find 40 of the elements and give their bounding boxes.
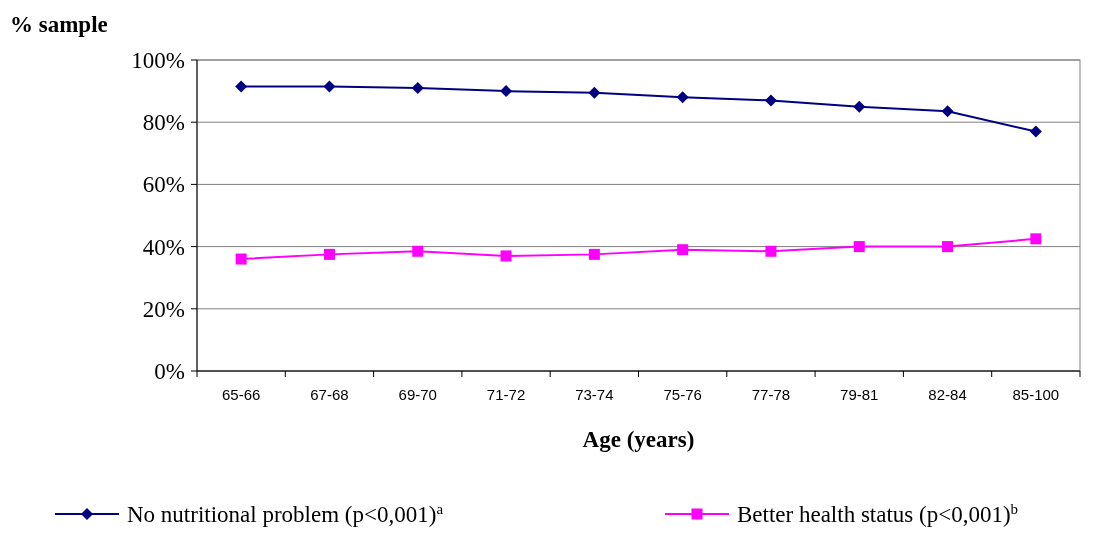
- point: [235, 253, 247, 265]
- point: [500, 250, 512, 262]
- x-axis-title: Age (years): [582, 427, 695, 452]
- y-tick-label: 20%: [142, 296, 185, 322]
- y-axis-title: % sample: [10, 12, 108, 37]
- point: [765, 245, 777, 257]
- point: [853, 241, 865, 253]
- x-tick-label: 67-68: [310, 386, 349, 403]
- point: [588, 248, 600, 260]
- x-tick-label: 85-100: [1012, 386, 1060, 403]
- point: [942, 241, 954, 253]
- point: [677, 244, 689, 256]
- y-tick-label: 0%: [154, 359, 185, 385]
- point: [235, 80, 248, 93]
- point: [1030, 233, 1042, 245]
- point: [500, 85, 513, 98]
- x-tick-label: 79-81: [840, 386, 879, 403]
- x-tick-label: 71-72: [486, 386, 526, 403]
- y-tick-label: 100%: [131, 48, 185, 74]
- point: [412, 245, 424, 257]
- legend-label: No nutritional problem (p<0,001)$^{a}$: [127, 501, 444, 527]
- x-tick-label: 77-78: [751, 386, 791, 403]
- x-tick-label: 69-70: [398, 386, 437, 403]
- y-tick-label: 80%: [142, 110, 185, 136]
- x-tick-label: 73-74: [575, 386, 614, 403]
- legend-label: Better health status (p<0,001)$^{b}$: [737, 501, 1019, 527]
- point: [588, 86, 601, 99]
- point: [323, 248, 335, 260]
- point: [411, 81, 424, 94]
- point: [941, 105, 954, 118]
- point: [1029, 125, 1042, 138]
- point: [323, 80, 336, 93]
- y-tick-label: 60%: [142, 172, 185, 198]
- x-tick-label: 65-66: [221, 386, 261, 403]
- point: [676, 91, 689, 104]
- point: [853, 100, 866, 113]
- x-tick-label: 82-84: [928, 386, 967, 403]
- x-tick-label: 75-76: [663, 386, 702, 403]
- point: [764, 94, 777, 107]
- y-tick-label: 40%: [142, 234, 185, 260]
